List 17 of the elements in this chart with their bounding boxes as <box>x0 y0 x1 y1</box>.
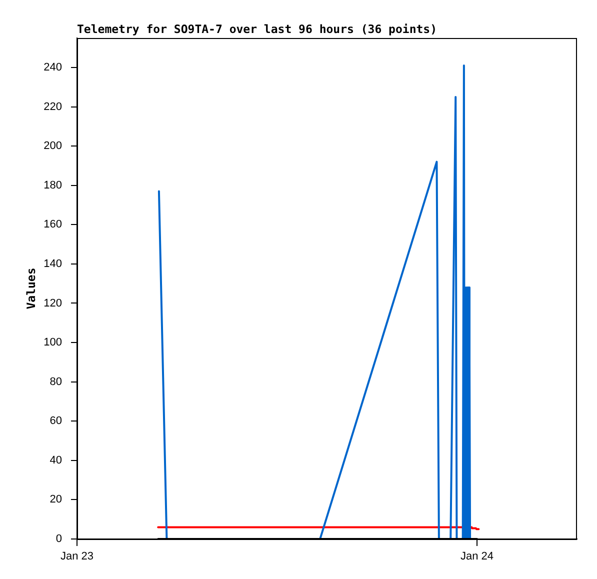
y-tick-label: 120 <box>44 297 62 310</box>
x-tick-label: Jan 23 <box>60 550 94 563</box>
x-tick-label: Jan 24 <box>460 550 494 563</box>
y-tick-label: 100 <box>44 336 62 349</box>
chart-title: Telemetry for SO9TA-7 over last 96 hours (36 points) <box>77 22 438 36</box>
y-tick-label: 200 <box>44 140 62 152</box>
y-tick-label: 140 <box>44 258 62 270</box>
y-axis-title: Values <box>24 268 38 310</box>
y-tick-label: 240 <box>44 62 62 74</box>
y-tick-label: 20 <box>50 494 62 506</box>
y-tick-label: 160 <box>44 218 62 231</box>
y-tick-label: 40 <box>50 454 62 466</box>
y-tick-label: 180 <box>44 179 62 192</box>
y-tick-label: 220 <box>44 100 62 113</box>
y-tick-label: 80 <box>50 376 62 388</box>
y-tick-label: 60 <box>50 415 62 428</box>
y-tick-label: 0 <box>56 533 62 546</box>
